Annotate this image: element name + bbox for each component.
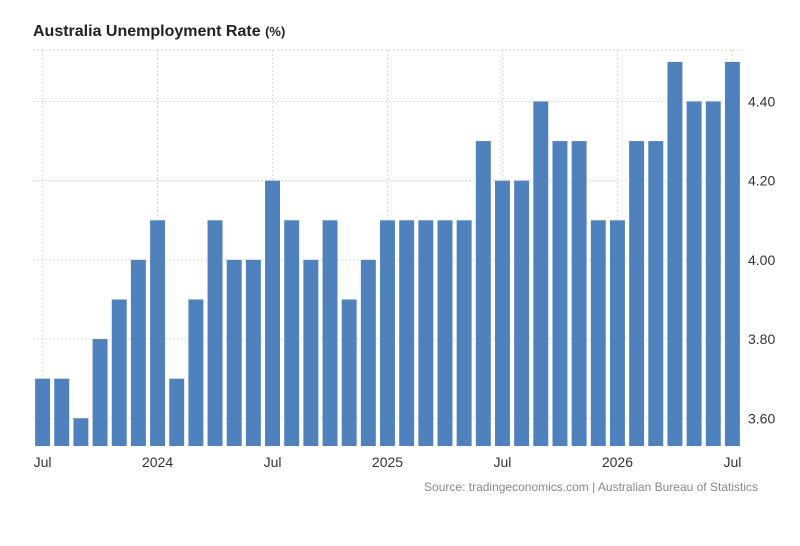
y-tick-label: 3.60	[748, 410, 775, 426]
bar	[609, 220, 625, 446]
x-tick-label: Jul	[723, 454, 741, 470]
bar	[552, 141, 568, 446]
y-tick-label: 4.20	[748, 173, 775, 189]
bar	[437, 220, 453, 446]
bar	[590, 220, 606, 446]
bar	[54, 378, 70, 446]
bar	[303, 259, 319, 446]
bar	[514, 180, 530, 446]
bar	[629, 141, 645, 446]
bar	[188, 299, 204, 446]
bar	[150, 220, 166, 446]
bar	[35, 378, 51, 446]
bar	[322, 220, 338, 446]
bar	[130, 259, 146, 446]
bar	[380, 220, 395, 446]
bar	[399, 220, 415, 446]
bar	[226, 259, 242, 446]
bar	[571, 141, 587, 446]
x-axis: Jul 2024 Jul 2025 Jul 2026 Jul	[34, 454, 742, 470]
bar	[418, 220, 434, 446]
bar	[341, 299, 357, 446]
bar	[686, 101, 702, 446]
bar	[73, 418, 89, 446]
bar	[456, 220, 472, 446]
bar	[111, 299, 127, 446]
x-tick-label: 2025	[372, 454, 403, 470]
bar	[475, 141, 491, 446]
y-axis: 3.60 3.80 4.00 4.20 4.40	[748, 93, 775, 426]
x-tick-label: 2024	[142, 454, 173, 470]
bar	[207, 220, 223, 446]
x-tick-label: Jul	[34, 454, 52, 470]
bar	[245, 259, 261, 446]
bar	[667, 61, 683, 446]
y-tick-label: 4.00	[748, 252, 775, 268]
bar	[724, 61, 740, 446]
x-tick-label: 2026	[602, 454, 633, 470]
bar-layer	[35, 61, 740, 446]
bar	[705, 101, 721, 446]
bar	[360, 259, 376, 446]
bar	[494, 180, 510, 446]
bar	[648, 141, 664, 446]
source-note: Source: tradingeconomics.com | Australia…	[424, 480, 758, 494]
chart-title-block: Australia Unemployment Rate (%)	[33, 23, 285, 41]
bar	[169, 378, 185, 446]
x-tick-label: Jul	[264, 454, 282, 470]
bar	[92, 339, 108, 446]
bar	[533, 101, 549, 446]
y-tick-label: 3.80	[748, 331, 775, 347]
bar	[265, 180, 281, 446]
bar	[284, 220, 300, 446]
chart-title: Australia Unemployment Rate	[33, 23, 261, 40]
y-tick-label: 4.40	[748, 93, 775, 109]
chart-unit: (%)	[265, 24, 286, 39]
x-tick-label: Jul	[494, 454, 512, 470]
